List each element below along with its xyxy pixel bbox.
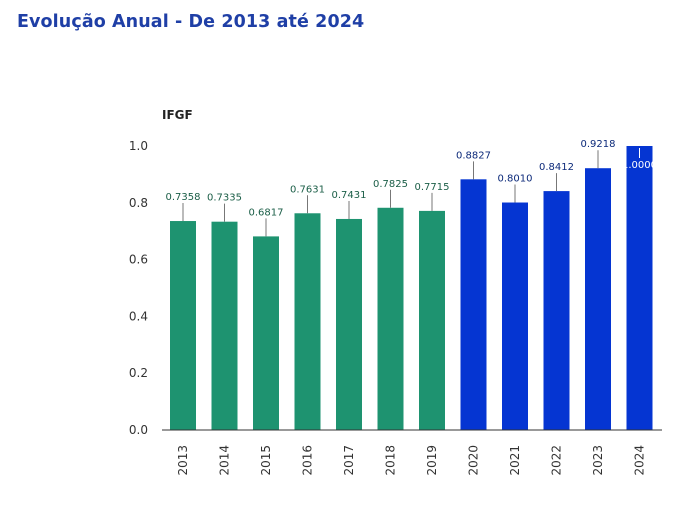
bar <box>377 207 404 430</box>
data-label: 0.7431 <box>332 190 367 201</box>
x-tick-label: 2018 <box>384 445 398 476</box>
bar <box>336 218 362 430</box>
data-label: 0.8010 <box>498 174 533 185</box>
x-tick-label: 2016 <box>301 445 315 476</box>
bar <box>419 210 445 430</box>
y-tick-label: 0.6 <box>129 253 148 267</box>
x-tick-label: 2021 <box>508 445 522 476</box>
bar <box>253 236 279 430</box>
y-axis-ticks: 0.0 0.2 0.4 0.6 0.8 1.0 <box>129 139 148 437</box>
x-axis-ticks: 2013 2014 2015 2016 2017 2018 2019 2020 2021 2022… <box>176 445 647 476</box>
data-label: 0.7715 <box>415 182 450 193</box>
x-tick-label: 2014 <box>218 445 232 476</box>
data-label: 0.7335 <box>207 193 242 204</box>
bar <box>211 221 238 430</box>
data-label: 0.7631 <box>290 184 325 195</box>
data-label: 0.6817 <box>249 207 284 218</box>
x-tick-label: 2020 <box>467 445 481 476</box>
y-tick-label: 0.8 <box>129 196 148 210</box>
x-tick-label: 2022 <box>550 445 564 476</box>
data-label: 0.8827 <box>456 150 491 161</box>
y-tick-label: 0.2 <box>129 366 148 380</box>
data-label: 0.7358 <box>166 192 201 203</box>
data-label: 0.7825 <box>373 179 408 190</box>
bar <box>502 202 528 430</box>
bars: 0.7358 0.7335 0.6817 0.7631 0.7431 0.7825 0.77… <box>166 139 657 430</box>
bar <box>585 168 611 430</box>
bar <box>170 221 196 430</box>
page-title: Evolução Anual - De 2013 até 2024 <box>17 12 365 32</box>
data-label: 0.9218 <box>581 139 616 150</box>
x-tick-label: 2023 <box>591 445 605 476</box>
bar <box>543 191 570 430</box>
y-tick-label: 0.0 <box>129 423 148 437</box>
y-axis-label: IFGF <box>162 108 193 122</box>
x-tick-label: 2019 <box>425 445 439 476</box>
bar <box>460 179 487 430</box>
data-label: 0.8412 <box>539 162 574 173</box>
bar <box>294 213 321 430</box>
bar <box>626 146 653 430</box>
data-label: 1.0000 <box>622 160 657 171</box>
y-tick-label: 0.4 <box>129 309 148 323</box>
x-tick-label: 2013 <box>176 445 190 476</box>
y-tick-label: 1.0 <box>129 139 148 153</box>
x-tick-label: 2017 <box>342 445 356 476</box>
x-tick-label: 2024 <box>633 445 647 476</box>
x-tick-label: 2015 <box>259 445 273 476</box>
